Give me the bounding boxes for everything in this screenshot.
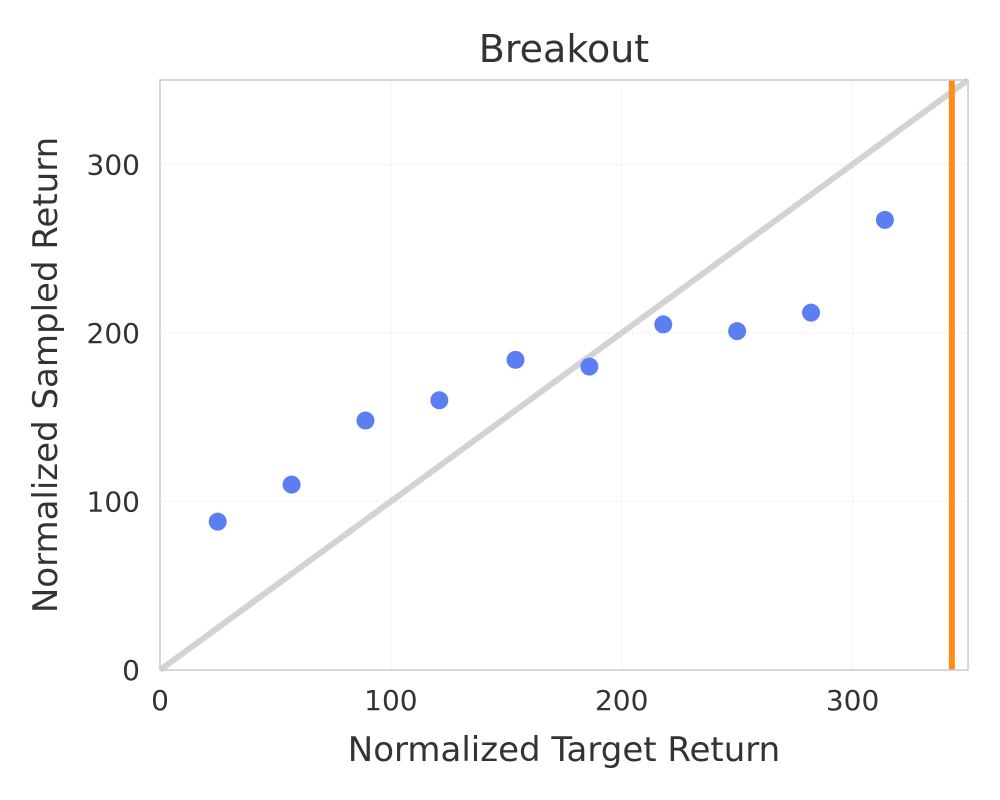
scatter-points — [208, 210, 894, 531]
scatter-point — [875, 210, 894, 229]
x-tick-labels: 0 100 200 300 — [151, 684, 879, 717]
y-tick-labels: 0 100 200 300 — [87, 148, 140, 687]
y-axis-label: Normalized Sampled Return — [26, 137, 66, 613]
scatter-point — [208, 512, 227, 531]
x-tick-label: 100 — [364, 684, 417, 717]
y-tick-label: 300 — [87, 148, 140, 181]
scatter-point — [580, 357, 599, 376]
scatter-point — [356, 411, 375, 430]
y-tick-label: 100 — [87, 485, 140, 518]
x-tick-label: 200 — [595, 684, 648, 717]
y-tick-label: 200 — [87, 317, 140, 350]
scatter-point — [430, 391, 449, 410]
scatter-point — [728, 322, 747, 341]
x-axis-label: Normalized Target Return — [348, 730, 780, 770]
reference-lines — [158, 77, 970, 673]
x-tick-label: 300 — [826, 684, 879, 717]
scatter-point — [506, 350, 525, 369]
plot-frame — [159, 79, 969, 671]
identity-line — [158, 77, 970, 673]
y-tick-label: 0 — [122, 654, 140, 687]
chart-title: Breakout — [479, 27, 649, 71]
scatter-point — [802, 303, 821, 322]
x-tick-label: 0 — [151, 684, 169, 717]
scatter-point — [282, 475, 301, 494]
scatter-point — [654, 315, 673, 334]
